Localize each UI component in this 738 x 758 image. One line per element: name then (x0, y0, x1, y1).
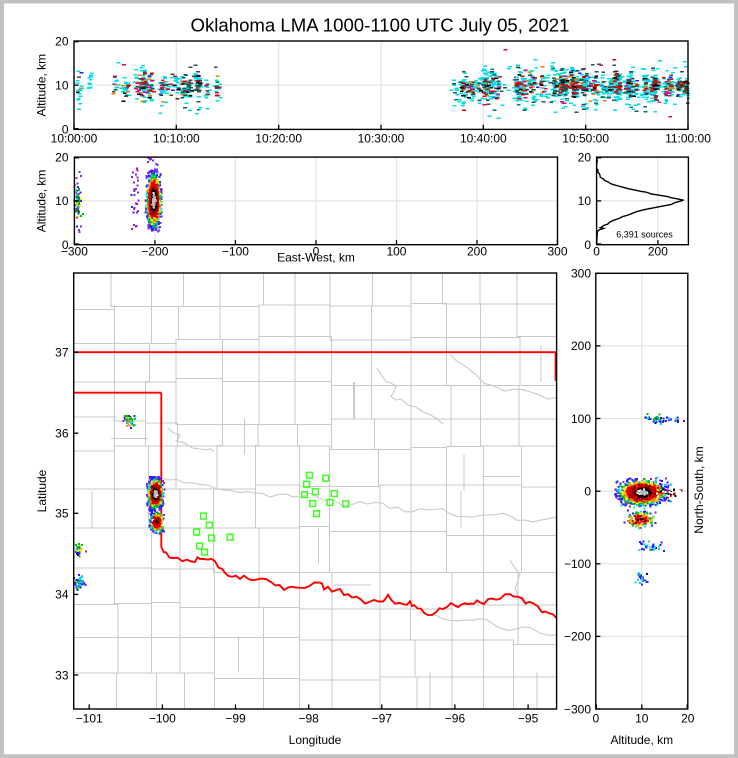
svg-text:Altitude, km: Altitude, km (35, 170, 49, 233)
svg-text:0: 0 (584, 484, 591, 498)
svg-text:300: 300 (547, 245, 567, 259)
svg-text:10:20:00: 10:20:00 (255, 131, 302, 145)
svg-text:−100: −100 (149, 711, 176, 725)
svg-text:36: 36 (55, 427, 69, 441)
svg-text:100: 100 (386, 245, 406, 259)
svg-text:−300: −300 (61, 245, 88, 259)
svg-text:10:00:00: 10:00:00 (51, 131, 98, 145)
svg-text:37: 37 (55, 346, 69, 360)
svg-text:0: 0 (593, 245, 600, 259)
svg-text:10:40:00: 10:40:00 (460, 131, 507, 145)
svg-text:200: 200 (571, 339, 591, 353)
svg-text:−100: −100 (564, 557, 591, 571)
svg-text:200: 200 (467, 245, 487, 259)
svg-text:10: 10 (578, 194, 592, 208)
svg-text:20: 20 (681, 711, 695, 725)
svg-text:0: 0 (313, 245, 320, 259)
svg-text:20: 20 (578, 151, 592, 165)
svg-text:20: 20 (55, 151, 69, 165)
svg-text:−100: −100 (222, 245, 249, 259)
svg-text:0: 0 (62, 123, 69, 137)
svg-text:0: 0 (584, 238, 591, 252)
svg-text:−101: −101 (76, 711, 103, 725)
svg-text:Altitude, km: Altitude, km (35, 54, 49, 117)
svg-text:0: 0 (62, 238, 69, 252)
svg-text:10:30:00: 10:30:00 (358, 131, 405, 145)
svg-text:Latitude: Latitude (35, 469, 49, 512)
svg-text:20: 20 (55, 34, 69, 48)
svg-text:34: 34 (55, 588, 69, 602)
svg-text:North-South, km: North-South, km (692, 446, 706, 533)
svg-text:100: 100 (571, 412, 591, 426)
svg-text:33: 33 (55, 668, 69, 682)
svg-text:−200: −200 (564, 630, 591, 644)
svg-text:Altitude, km: Altitude, km (610, 733, 673, 747)
svg-text:Longitude: Longitude (289, 733, 342, 747)
svg-text:East-West, km: East-West, km (277, 251, 355, 265)
svg-text:−95: −95 (518, 711, 539, 725)
svg-text:Oklahoma LMA 1000-1100 UTC Jul: Oklahoma LMA 1000-1100 UTC July 05, 2021 (191, 15, 570, 36)
svg-text:−99: −99 (225, 711, 246, 725)
svg-text:200: 200 (648, 245, 668, 259)
svg-text:10: 10 (55, 79, 69, 93)
svg-text:6,391 sources: 6,391 sources (616, 229, 673, 239)
svg-text:−300: −300 (564, 702, 591, 716)
svg-text:10:10:00: 10:10:00 (153, 131, 200, 145)
svg-text:0: 0 (592, 711, 599, 725)
svg-text:10:50:00: 10:50:00 (562, 131, 609, 145)
svg-text:−97: −97 (372, 711, 393, 725)
svg-text:35: 35 (55, 507, 69, 521)
svg-text:10: 10 (635, 711, 649, 725)
svg-text:−200: −200 (141, 245, 168, 259)
svg-text:−98: −98 (298, 711, 319, 725)
svg-text:300: 300 (571, 267, 591, 281)
svg-text:−96: −96 (445, 711, 466, 725)
svg-text:10: 10 (55, 194, 69, 208)
svg-text:11:00:00: 11:00:00 (665, 131, 711, 145)
